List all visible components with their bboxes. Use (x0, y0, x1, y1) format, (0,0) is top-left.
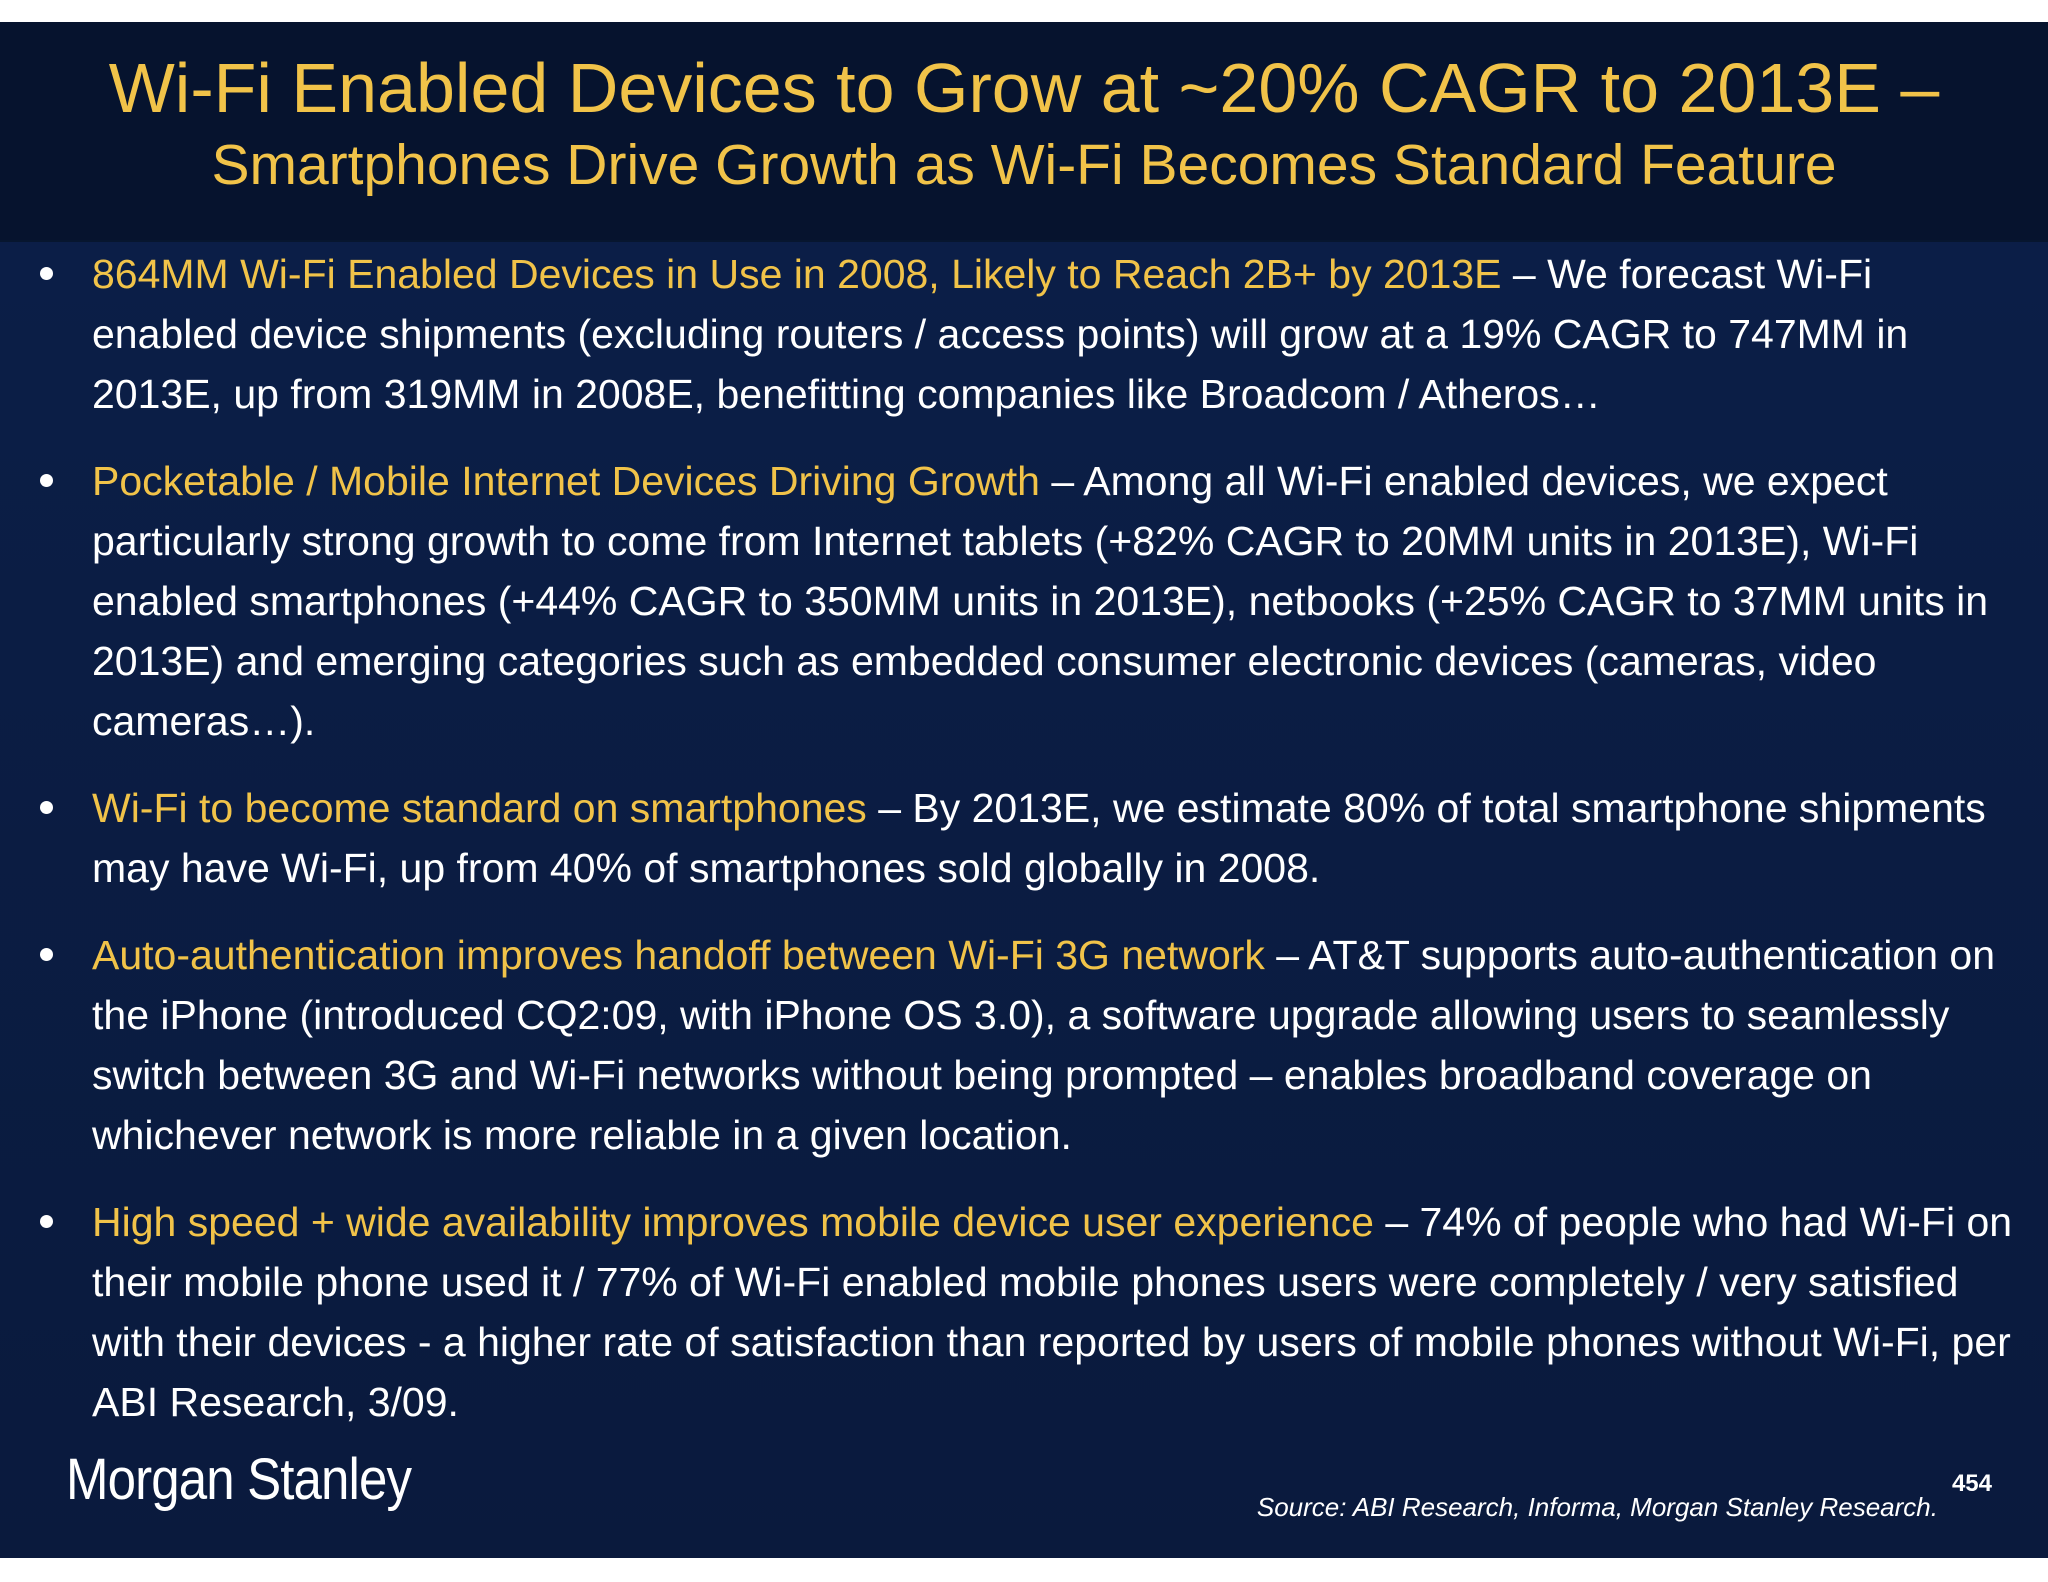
bullet-body: – 74% of people who had Wi-Fi on their m… (92, 1199, 2013, 1425)
slide: Wi-Fi Enabled Devices to Grow at ~20% CA… (0, 22, 2048, 1558)
bullet-body: – AT&T supports auto-authentication on t… (92, 932, 1996, 1158)
bullet-item: 864MM Wi-Fi Enabled Devices in Use in 20… (40, 244, 2020, 424)
bullet-heading: Pocketable / Mobile Internet Devices Dri… (92, 458, 1040, 504)
bullet-list: 864MM Wi-Fi Enabled Devices in Use in 20… (40, 244, 2020, 1459)
bullet-body: – Among all Wi-Fi enabled devices, we ex… (92, 458, 1989, 744)
bullet-item: High speed + wide availability improves … (40, 1192, 2020, 1432)
slide-title: Wi-Fi Enabled Devices to Grow at ~20% CA… (108, 49, 1940, 127)
bullet-body: – We forecast Wi-Fi enabled device shipm… (92, 251, 1909, 417)
slide-subtitle: Smartphones Drive Growth as Wi-Fi Become… (211, 133, 1837, 197)
bullet-dot-icon (40, 948, 53, 961)
bullet-dot-icon (40, 474, 53, 487)
title-bar: Wi-Fi Enabled Devices to Grow at ~20% CA… (0, 22, 2048, 242)
bullet-item: Pocketable / Mobile Internet Devices Dri… (40, 451, 2020, 751)
bullet-dot-icon (40, 801, 53, 814)
bullet-heading: Auto-authentication improves handoff bet… (92, 932, 1265, 978)
source-note: Source: ABI Research, Informa, Morgan St… (1256, 1492, 1938, 1522)
bullet-heading: High speed + wide availability improves … (92, 1199, 1374, 1245)
bullet-dot-icon (40, 267, 53, 280)
bullet-heading: 864MM Wi-Fi Enabled Devices in Use in 20… (92, 251, 1502, 297)
bullet-item: Auto-authentication improves handoff bet… (40, 925, 2020, 1165)
bullet-item: Wi-Fi to become standard on smartphones … (40, 778, 2020, 898)
bullet-heading: Wi-Fi to become standard on smartphones (92, 785, 867, 831)
bullet-dot-icon (40, 1215, 53, 1228)
morgan-stanley-logo: Morgan Stanley (66, 1447, 412, 1512)
page-number: 454 (1951, 1470, 1992, 1497)
bullet-body: – By 2013E, we estimate 80% of total sma… (92, 785, 1986, 891)
